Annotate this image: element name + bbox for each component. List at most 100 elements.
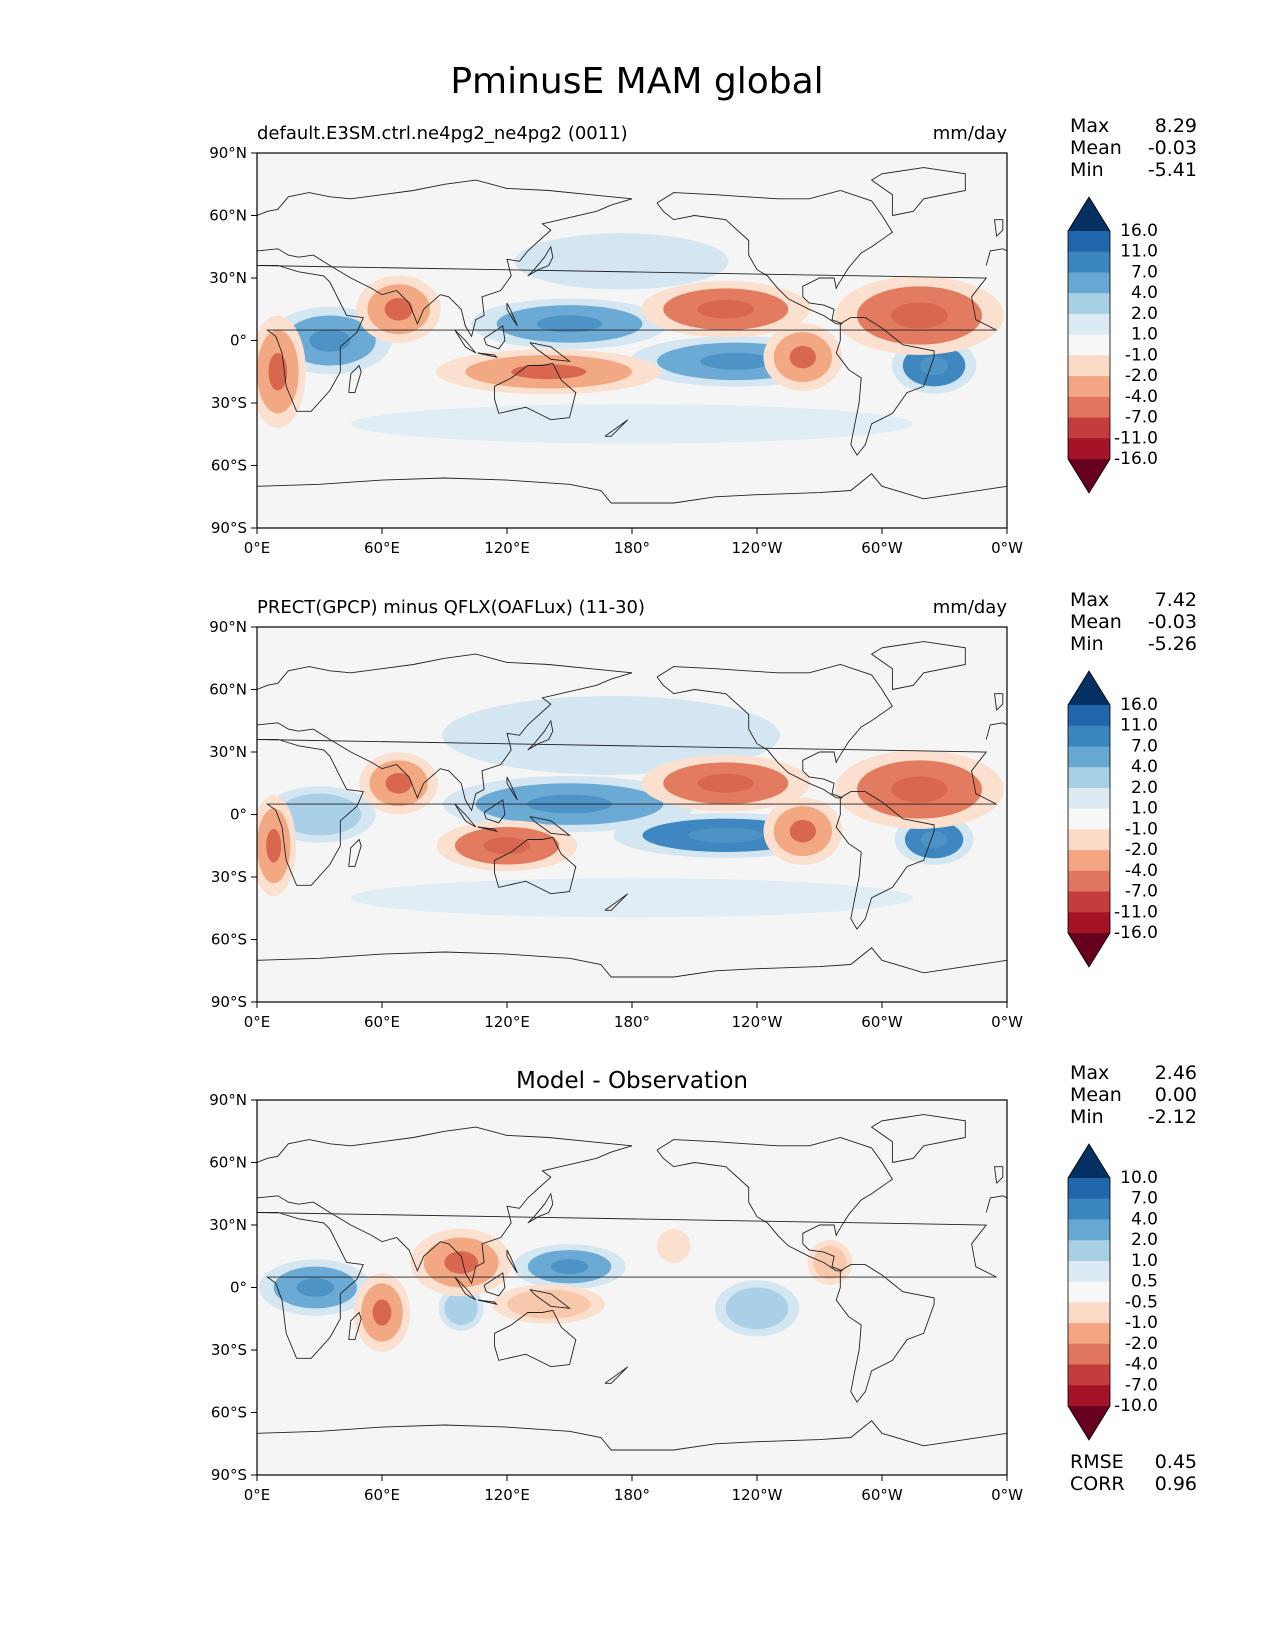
- field-contour-inner: [372, 1299, 392, 1326]
- coastline: [527, 245, 554, 277]
- coastline: [529, 816, 572, 836]
- stat-label: Max: [1070, 1062, 1109, 1084]
- y-tick-label: 90°S: [211, 993, 247, 1011]
- extra-stat-value: 0.96: [1155, 1473, 1197, 1495]
- colorbar-label: -16.0: [1114, 449, 1158, 469]
- coastline: [656, 1137, 894, 1272]
- coastline: [656, 190, 894, 325]
- figure-title: PminusE MAM global: [450, 61, 823, 102]
- colorbar-label: -4.0: [1125, 861, 1158, 881]
- y-tick-label: 90°N: [209, 618, 247, 636]
- colorbar-label: 11.0: [1120, 716, 1158, 736]
- y-tick-label: 30°S: [211, 868, 247, 886]
- colorbar-bin: [1068, 850, 1110, 872]
- colorbar-label: 7.0: [1131, 736, 1158, 756]
- x-tick-label: 0°W: [991, 1486, 1023, 1504]
- panel-difference: 0°E 60°E 120°E 180° 120°W 60°W 0°W 90°N 60°N 30°N…: [209, 1062, 1197, 1504]
- x-tick-label: 60°E: [364, 1486, 400, 1504]
- x-tick-label: 60°W: [861, 1486, 903, 1504]
- coastline: [529, 342, 572, 362]
- stat-value: -0.03: [1148, 611, 1197, 633]
- colorbar-label: -2.0: [1125, 1334, 1158, 1354]
- coastline: [257, 179, 633, 216]
- stat-label: Max: [1070, 115, 1109, 137]
- y-tick-label: 90°S: [211, 519, 247, 537]
- colorbar-label: -7.0: [1125, 882, 1158, 902]
- colorbar-bin: [1068, 293, 1110, 315]
- colorbar-label: 1.0: [1131, 799, 1158, 819]
- coastline: [993, 219, 1004, 237]
- y-tick-label: 60°S: [211, 457, 247, 475]
- coastline: [257, 1420, 1007, 1451]
- coastline: [529, 1289, 572, 1309]
- coastline: [604, 893, 629, 911]
- stat-label: Mean: [1070, 611, 1122, 633]
- y-tick-label: 90°N: [209, 144, 247, 162]
- colorbar: 10.07.04.02.01.00.5-0.5-1.0-2.0-4.0-7.0-…: [1067, 1143, 1158, 1441]
- stat-label: Min: [1070, 159, 1104, 181]
- x-tick-label: 0°W: [991, 1013, 1023, 1031]
- extra-stat-label: CORR: [1070, 1473, 1125, 1495]
- field-contour-inner: [266, 828, 282, 863]
- x-tick-label: 60°W: [861, 539, 903, 557]
- colorbar-label: 7.0: [1131, 262, 1158, 282]
- stat-value: 7.42: [1155, 589, 1197, 611]
- coastline: [985, 248, 1007, 266]
- y-tick-label: 30°N: [209, 743, 247, 761]
- colorbar-extend-bottom: [1068, 1406, 1110, 1440]
- x-tick-label: 120°W: [732, 1013, 783, 1031]
- coastlines: [257, 1114, 1007, 1451]
- x-tick-label: 120°E: [484, 539, 530, 557]
- colorbar-bin: [1068, 1260, 1110, 1283]
- field-contour-inner: [920, 356, 949, 375]
- colorbar-outline: [1067, 196, 1111, 494]
- colorbar-label: -2.0: [1125, 366, 1158, 386]
- colorbar-extend-bottom: [1068, 459, 1110, 493]
- coastline: [985, 722, 1007, 740]
- colorbar-bin: [1068, 1364, 1110, 1386]
- field-layer: [257, 233, 1004, 444]
- field-contour: [542, 240, 701, 283]
- x-tick-label: 120°W: [732, 1486, 783, 1504]
- colorbar-bin: [1068, 313, 1110, 336]
- colorbar-label: 4.0: [1131, 1209, 1158, 1229]
- stat-value: -0.03: [1148, 137, 1197, 159]
- coastline: [257, 739, 997, 886]
- colorbar-label: -2.0: [1125, 840, 1158, 860]
- coastline: [506, 302, 518, 327]
- y-tick-label: 90°S: [211, 1466, 247, 1484]
- coastline: [454, 1276, 477, 1301]
- field-contour-inner: [536, 315, 603, 333]
- colorbar-bin: [1068, 1281, 1110, 1303]
- coastline: [348, 838, 362, 868]
- coastline: [656, 664, 894, 799]
- field-contour-inner: [697, 773, 754, 793]
- panel-observation: 0°E 60°E 120°E 180° 120°W 60°W 0°W 90°N 60°N 30°N…: [209, 589, 1197, 1031]
- x-tick-label: 60°E: [364, 1013, 400, 1031]
- extra-stat-value: 0.45: [1155, 1451, 1197, 1473]
- coastline: [527, 1192, 554, 1224]
- colorbar-bin: [1068, 808, 1110, 830]
- colorbar-label: 2.0: [1131, 778, 1158, 798]
- field-contour-inner: [296, 1278, 335, 1297]
- coastline: [454, 329, 477, 354]
- colorbar-label: -11.0: [1114, 428, 1158, 448]
- stat-label: Min: [1070, 633, 1104, 655]
- stat-value: 8.29: [1155, 115, 1197, 137]
- field-contour: [444, 1291, 478, 1326]
- field-contour-inner: [511, 364, 587, 380]
- coastline: [257, 672, 633, 812]
- coastline: [506, 1249, 518, 1274]
- coastline: [870, 641, 966, 690]
- colorbar-label: 1.0: [1131, 325, 1158, 345]
- colorbar-label: -7.0: [1125, 408, 1158, 428]
- field-layer: [259, 1228, 853, 1352]
- colorbar-bin: [1068, 272, 1110, 294]
- y-tick-label: 30°S: [211, 394, 247, 412]
- x-tick-label: 180°: [614, 1013, 650, 1031]
- colorbar-bin: [1068, 1178, 1110, 1200]
- coastline: [257, 653, 633, 690]
- colorbar-bin: [1068, 705, 1110, 727]
- coastlines: [257, 167, 1007, 504]
- field-contour: [725, 1287, 789, 1330]
